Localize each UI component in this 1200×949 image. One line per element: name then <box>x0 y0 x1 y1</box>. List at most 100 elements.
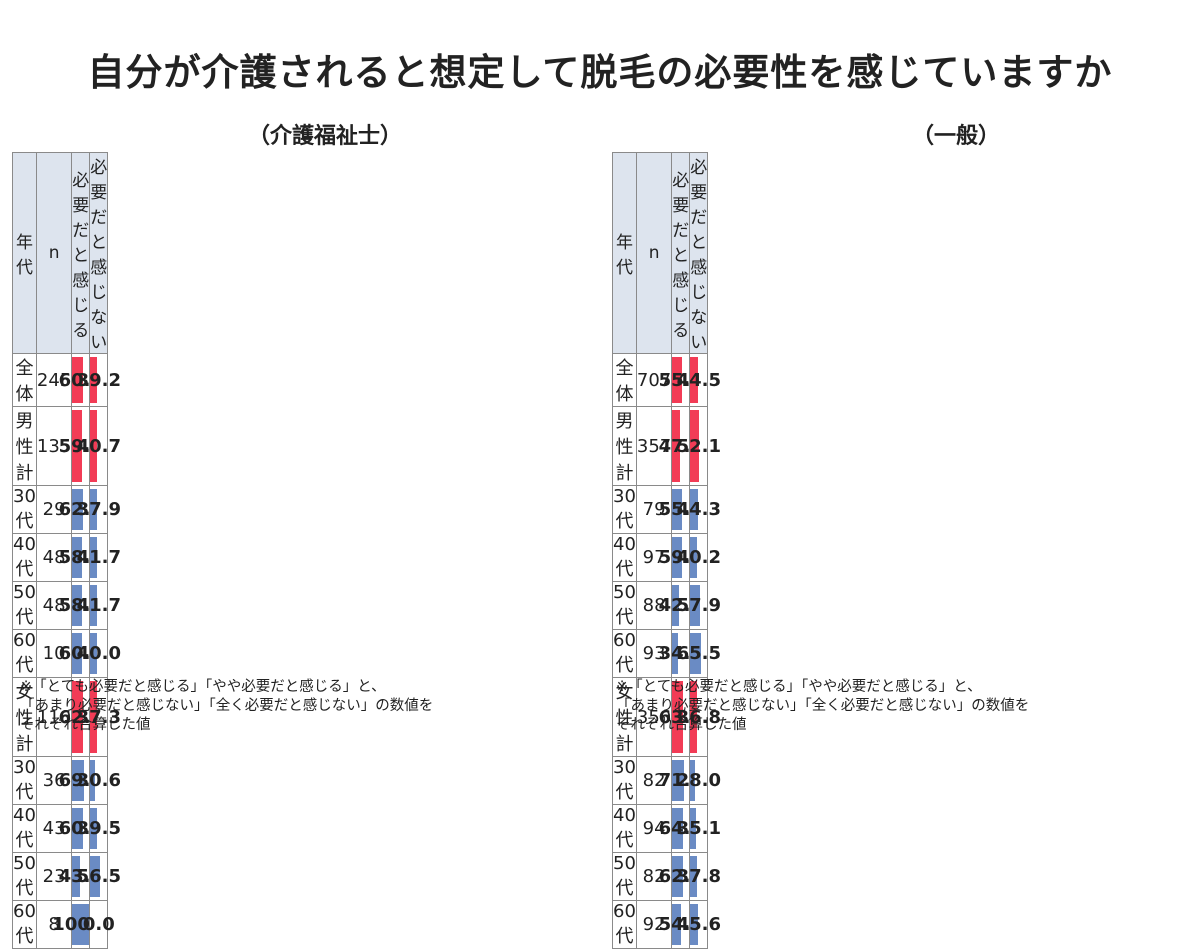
table-row: 40代 43 60.5 39.5 <box>12 804 121 853</box>
table-row: 40代 94 64.8 35.1 <box>612 804 721 853</box>
no-need-cell: 45.6 <box>676 900 721 949</box>
no-need-cell: 28.0 <box>677 756 721 805</box>
no-need-value-label: 40.2 <box>676 547 721 568</box>
row-n: 357 <box>635 406 673 486</box>
need-value-label: 60.5 <box>58 818 103 839</box>
footnote-line: 「あまり必要だと感じない」「全く必要だと感じない」の数値を <box>616 698 1030 714</box>
no-need-cell: 44.3 <box>676 485 721 534</box>
no-need-value-label: 0.0 <box>82 914 115 935</box>
no-need-cell: 39.5 <box>76 804 121 853</box>
no-need-cell: 57.9 <box>677 581 721 630</box>
no-need-bar <box>90 681 97 753</box>
row-n: 48 <box>35 533 73 582</box>
row-n: 93 <box>635 629 673 678</box>
table-row: 60代 92 54.3 45.6 <box>612 900 721 949</box>
row-n: 43 <box>35 804 73 853</box>
no-need-cell: 37.8 <box>676 852 721 901</box>
row-label: 60代 <box>612 629 637 678</box>
row-n: 350 <box>635 677 673 757</box>
no-need-value-label: 45.6 <box>676 914 721 935</box>
no-need-value-label: 40.0 <box>76 643 121 664</box>
no-need-value-label: 41.7 <box>76 547 121 568</box>
no-need-value-label: 52.1 <box>676 435 721 457</box>
no-need-cell: 65.5 <box>677 629 721 678</box>
table-body: 全体 707 55.4 44.5 男性計 357 47.8 52.1 30代 79 55.6 44.3… <box>612 353 721 949</box>
row-n: 48 <box>35 581 73 630</box>
no-need-cell: 37.9 <box>76 485 121 534</box>
need-bar <box>672 410 681 482</box>
no-need-bar <box>90 410 98 482</box>
row-label: 50代 <box>12 581 37 630</box>
data-table: 年代 n 必要だと感じる 必要だと感じない 全体 245 60.8 39.2 男性計 13… <box>12 152 121 949</box>
table-row: 60代 8 100.0 0.0 <box>12 900 115 949</box>
no-need-value-label: 56.5 <box>76 866 121 887</box>
table-row: 30代 79 55.6 44.3 <box>612 485 721 534</box>
row-n: 10 <box>35 629 73 678</box>
footnote-line: ※「とても必要だと感じる」「やや必要だと感じる」と、 <box>616 679 982 695</box>
table-row: 30代 29 62.1 37.9 <box>12 485 121 534</box>
header-n: n <box>35 152 73 354</box>
row-label: 60代 <box>12 900 37 949</box>
row-label: 60代 <box>612 900 637 949</box>
row-n: 245 <box>35 353 73 407</box>
no-need-cell: 30.6 <box>76 756 121 805</box>
no-need-value-label: 39.5 <box>76 818 121 839</box>
need-bar <box>72 633 83 674</box>
need-bar <box>672 681 683 753</box>
need-cell: 62.1 <box>659 852 703 901</box>
row-n: 82 <box>635 756 673 805</box>
need-bar <box>72 537 83 578</box>
need-bar <box>72 410 83 482</box>
need-cell: 64.8 <box>659 804 703 853</box>
no-need-bar <box>90 633 98 674</box>
need-cell: 59.3 <box>59 406 103 486</box>
need-bar <box>72 681 83 753</box>
header-no-need: 必要だと感じない <box>689 152 709 354</box>
row-label: 30代 <box>12 756 37 805</box>
row-label: 40代 <box>612 533 637 582</box>
no-need-value-label: 41.7 <box>76 595 121 616</box>
table-row: 60代 93 34.4 65.5 <box>612 629 721 678</box>
need-value-label: 100.0 <box>52 914 110 935</box>
need-bar <box>72 489 83 530</box>
header-n: n <box>635 152 673 354</box>
table-row: 30代 36 69.4 30.6 <box>12 756 121 805</box>
no-need-bar <box>90 357 97 403</box>
row-label: 30代 <box>12 485 37 534</box>
row-label: 50代 <box>612 581 637 630</box>
no-need-bar <box>690 357 698 403</box>
no-need-value-label: 44.5 <box>676 369 721 391</box>
footnote-line: それぞれ合算した値 <box>20 717 151 733</box>
row-label: 30代 <box>612 485 637 534</box>
need-bar <box>72 585 83 626</box>
footnote-line: ※「とても必要だと感じる」「やや必要だと感じる」と、 <box>20 679 386 695</box>
need-bar <box>72 760 85 801</box>
row-label: 50代 <box>12 852 37 901</box>
row-n: 97 <box>635 533 673 582</box>
header-need: 必要だと感じる <box>671 152 691 354</box>
row-n: 94 <box>635 804 673 853</box>
no-need-cell: 41.7 <box>76 533 121 582</box>
row-label: 女性計 <box>12 677 37 757</box>
no-need-value-label: 30.6 <box>76 770 121 791</box>
no-need-bar <box>690 410 700 482</box>
table-row: 女性計 350 63.1 36.8 <box>612 677 721 757</box>
no-need-bar <box>690 585 701 626</box>
no-need-value-label: 37.9 <box>76 499 121 520</box>
no-need-cell: 35.1 <box>677 804 721 853</box>
row-label: 男性計 <box>612 406 637 486</box>
row-label: 60代 <box>12 629 37 678</box>
table-row: 男性計 357 47.8 52.1 <box>612 406 721 486</box>
row-label: 40代 <box>12 804 37 853</box>
need-bar <box>672 760 685 801</box>
header-row: 年代 n 必要だと感じる 必要だと感じない <box>612 152 709 354</box>
row-label: 全体 <box>612 353 637 407</box>
no-need-value-label: 37.8 <box>676 866 721 887</box>
need-bar <box>672 537 683 578</box>
table-row: 50代 82 62.1 37.8 <box>612 852 721 901</box>
no-need-cell: 56.5 <box>76 852 121 901</box>
no-need-cell: 40.0 <box>76 629 121 678</box>
no-need-bar <box>690 681 697 753</box>
row-n: 79 <box>635 485 673 534</box>
no-need-value-label: 44.3 <box>676 499 721 520</box>
